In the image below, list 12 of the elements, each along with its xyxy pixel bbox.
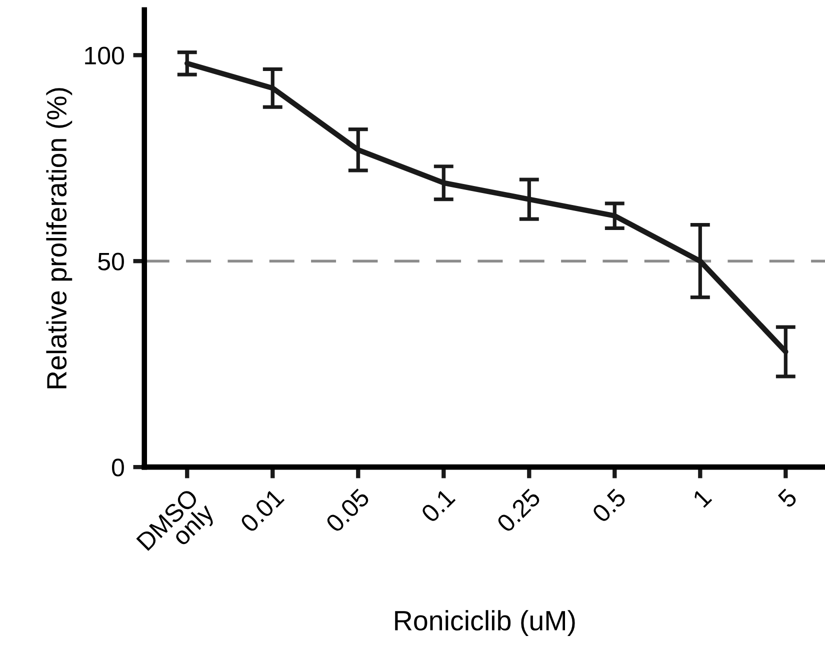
x-axis-title: Roniciclib (uM): [395, 610, 575, 636]
y-tick-label: 0: [112, 458, 124, 476]
x-tick-label: 0.05: [324, 488, 370, 534]
x-tick-label: 0.01: [239, 488, 285, 534]
x-tick-label: 0.25: [496, 488, 542, 534]
y-tick-label: 100: [85, 46, 124, 64]
y-axis-title: Relative proliferation (%): [46, 88, 72, 388]
y-tick-label: 50: [98, 252, 124, 270]
x-tick-label: 0.5: [591, 488, 627, 524]
x-tick-label: 5: [777, 488, 798, 509]
x-tick-label: 0.1: [420, 488, 456, 524]
x-tick-label: 1: [692, 488, 712, 508]
